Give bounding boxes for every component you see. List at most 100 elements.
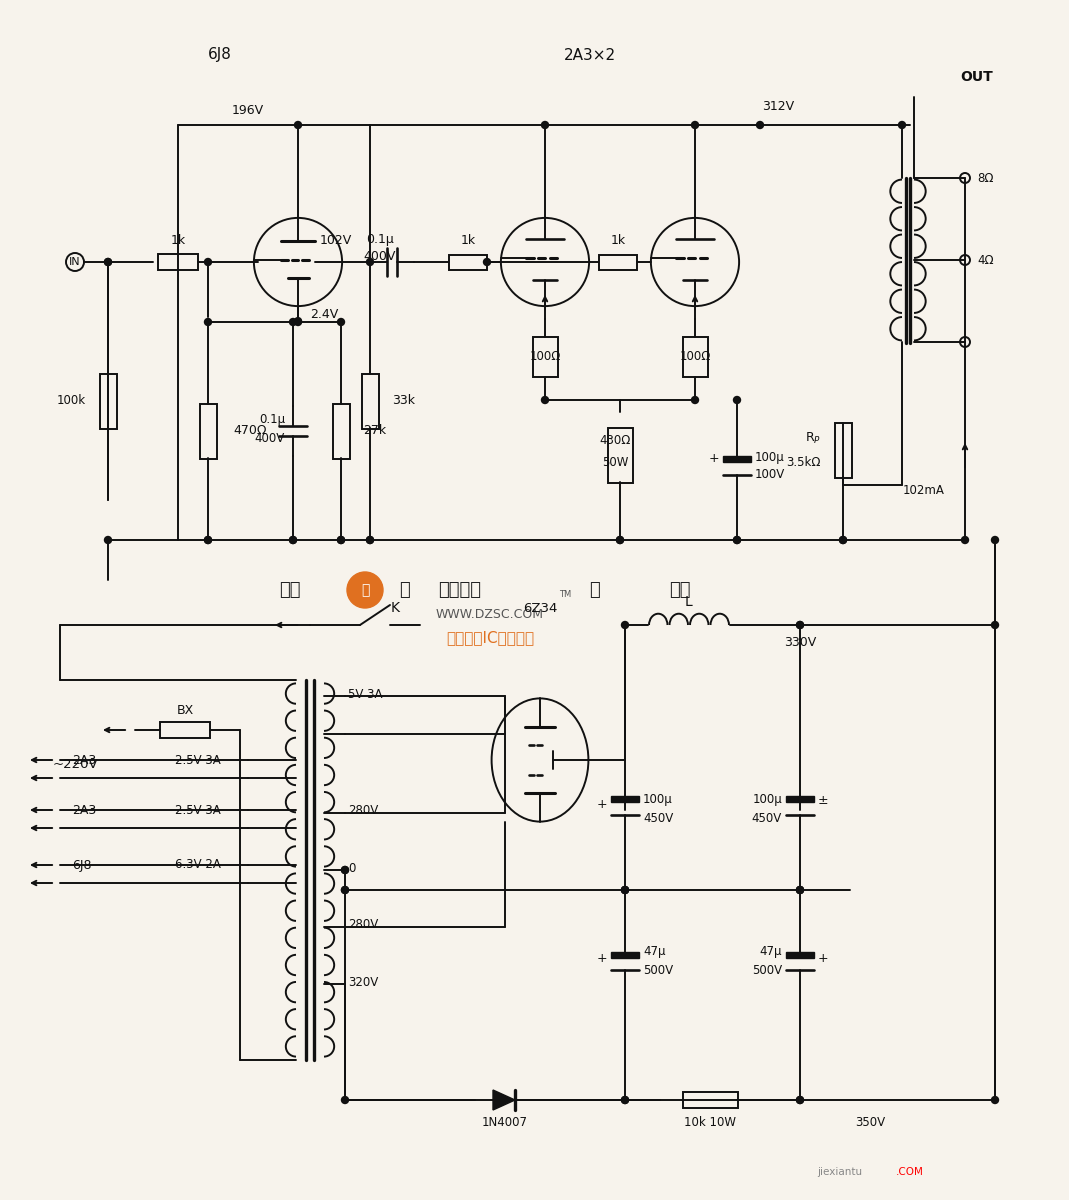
Text: 102mA: 102mA — [903, 484, 945, 497]
Text: 10k 10W: 10k 10W — [684, 1116, 735, 1128]
Text: 0: 0 — [348, 862, 355, 875]
Circle shape — [796, 887, 804, 894]
Text: 100μ: 100μ — [755, 451, 785, 464]
Text: 470Ω: 470Ω — [233, 425, 266, 438]
Circle shape — [733, 536, 741, 544]
Circle shape — [692, 121, 698, 128]
Text: +: + — [818, 952, 828, 965]
Circle shape — [367, 258, 373, 265]
Text: 400V: 400V — [254, 432, 285, 445]
Bar — [682, 1092, 738, 1108]
Text: 312V: 312V — [762, 101, 794, 114]
Text: 6J8: 6J8 — [208, 48, 232, 62]
Bar — [200, 403, 217, 458]
Circle shape — [733, 536, 741, 544]
Polygon shape — [493, 1090, 515, 1110]
Text: 2.5V 3A: 2.5V 3A — [175, 804, 221, 816]
Circle shape — [621, 887, 629, 894]
Circle shape — [617, 536, 623, 544]
Circle shape — [621, 1097, 629, 1104]
Text: 50W: 50W — [602, 456, 629, 468]
Bar — [99, 373, 117, 428]
Circle shape — [341, 887, 348, 894]
Text: 280V: 280V — [348, 918, 378, 931]
Text: 47μ: 47μ — [642, 946, 666, 959]
Text: OUT: OUT — [960, 70, 993, 84]
Text: 0.1μ: 0.1μ — [259, 413, 285, 426]
Circle shape — [621, 1097, 629, 1104]
Circle shape — [105, 536, 111, 544]
Circle shape — [796, 1097, 804, 1104]
Circle shape — [960, 254, 970, 265]
Text: 5V 3A: 5V 3A — [348, 688, 383, 701]
Text: ~220V: ~220V — [52, 758, 97, 772]
Bar — [532, 337, 558, 377]
Text: 102V: 102V — [320, 234, 352, 246]
Circle shape — [290, 536, 296, 544]
Circle shape — [341, 866, 348, 874]
Text: 全球最大IC采购网站: 全球最大IC采购网站 — [446, 630, 534, 646]
Bar — [599, 254, 637, 270]
Text: K: K — [390, 601, 400, 614]
Circle shape — [960, 173, 970, 182]
Circle shape — [290, 536, 296, 544]
Text: 4Ω: 4Ω — [977, 253, 993, 266]
Circle shape — [338, 536, 344, 544]
Text: 400V: 400V — [363, 250, 397, 263]
Circle shape — [367, 536, 373, 544]
Text: 500V: 500V — [642, 964, 673, 977]
Text: 27k: 27k — [363, 425, 386, 438]
Text: R$_P$: R$_P$ — [805, 431, 821, 445]
Text: 100V: 100V — [755, 468, 786, 481]
Text: 330V: 330V — [784, 636, 816, 648]
Text: +: + — [597, 798, 607, 811]
Circle shape — [347, 572, 383, 608]
Circle shape — [960, 337, 970, 347]
Circle shape — [621, 622, 629, 629]
Circle shape — [733, 396, 741, 403]
Bar — [332, 403, 350, 458]
Circle shape — [294, 121, 301, 128]
Polygon shape — [723, 456, 752, 462]
Text: 维: 维 — [361, 583, 369, 596]
Text: ±: ± — [818, 793, 828, 806]
Bar — [607, 427, 633, 482]
Bar — [361, 373, 378, 428]
Circle shape — [617, 536, 623, 544]
Text: 2A3×2: 2A3×2 — [564, 48, 616, 62]
Circle shape — [294, 318, 301, 324]
Text: 1k: 1k — [610, 234, 625, 246]
Circle shape — [757, 121, 763, 128]
Text: 100k: 100k — [57, 395, 86, 408]
Polygon shape — [611, 952, 639, 958]
Circle shape — [542, 396, 548, 403]
Circle shape — [692, 396, 698, 403]
Circle shape — [341, 1097, 348, 1104]
Circle shape — [961, 536, 969, 544]
Bar — [682, 337, 708, 377]
Text: L: L — [684, 595, 692, 608]
Circle shape — [294, 318, 301, 325]
Text: IN: IN — [69, 257, 81, 266]
Text: BX: BX — [176, 703, 193, 716]
Circle shape — [341, 866, 348, 874]
Text: 100Ω: 100Ω — [529, 350, 560, 364]
Bar — [160, 722, 210, 738]
Polygon shape — [786, 952, 814, 958]
Text: jiexiantu: jiexiantu — [818, 1166, 863, 1177]
Text: 100Ω: 100Ω — [679, 350, 711, 364]
Text: 8Ω: 8Ω — [977, 172, 993, 185]
Text: 430Ω: 430Ω — [600, 433, 631, 446]
Text: 1k: 1k — [170, 234, 186, 246]
Text: +: + — [709, 451, 719, 464]
Text: 33k: 33k — [392, 395, 415, 408]
Text: 6Z34: 6Z34 — [523, 601, 557, 614]
Circle shape — [796, 622, 804, 629]
Circle shape — [338, 318, 344, 325]
Text: 2.4V: 2.4V — [310, 307, 338, 320]
Circle shape — [992, 536, 998, 544]
Circle shape — [204, 258, 212, 265]
Circle shape — [796, 887, 804, 894]
Bar — [449, 254, 487, 270]
Text: 2.5V 3A: 2.5V 3A — [175, 754, 221, 767]
